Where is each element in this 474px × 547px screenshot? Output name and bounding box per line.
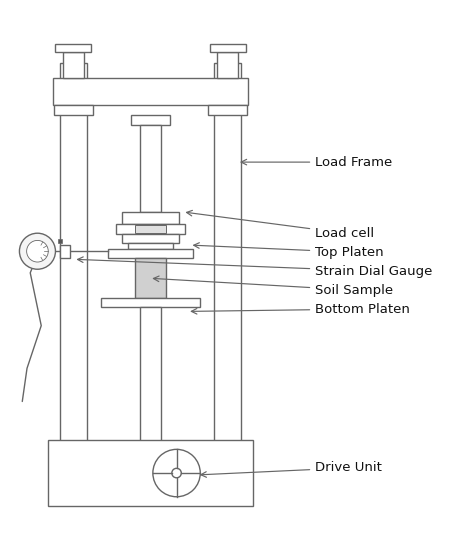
Bar xyxy=(122,212,179,224)
Bar xyxy=(131,115,170,125)
Bar xyxy=(54,105,93,115)
Bar xyxy=(122,234,179,243)
Bar xyxy=(136,258,166,298)
Text: Load cell: Load cell xyxy=(187,211,374,240)
Bar xyxy=(128,243,173,249)
Bar xyxy=(208,105,247,115)
Bar xyxy=(117,224,184,234)
Circle shape xyxy=(172,468,181,478)
Bar xyxy=(58,239,62,243)
Text: Bottom Platen: Bottom Platen xyxy=(191,302,410,316)
Text: Load Frame: Load Frame xyxy=(241,155,392,168)
Bar xyxy=(139,125,161,212)
Text: Strain Dial Gauge: Strain Dial Gauge xyxy=(78,257,433,278)
Bar xyxy=(53,78,248,105)
Bar xyxy=(210,44,246,51)
Bar xyxy=(60,245,70,258)
Circle shape xyxy=(153,449,200,497)
Bar xyxy=(48,440,253,506)
Bar xyxy=(60,62,87,442)
Bar xyxy=(100,298,200,307)
Bar xyxy=(217,51,238,78)
Text: Soil Sample: Soil Sample xyxy=(154,276,393,296)
Bar xyxy=(140,307,161,442)
Text: Top Platen: Top Platen xyxy=(194,243,384,259)
Circle shape xyxy=(27,241,48,262)
Text: Drive Unit: Drive Unit xyxy=(201,461,382,478)
Circle shape xyxy=(19,233,55,269)
Bar xyxy=(214,62,241,442)
Bar xyxy=(63,51,84,78)
Bar xyxy=(108,249,193,258)
Bar xyxy=(55,44,91,51)
Bar xyxy=(135,225,166,232)
